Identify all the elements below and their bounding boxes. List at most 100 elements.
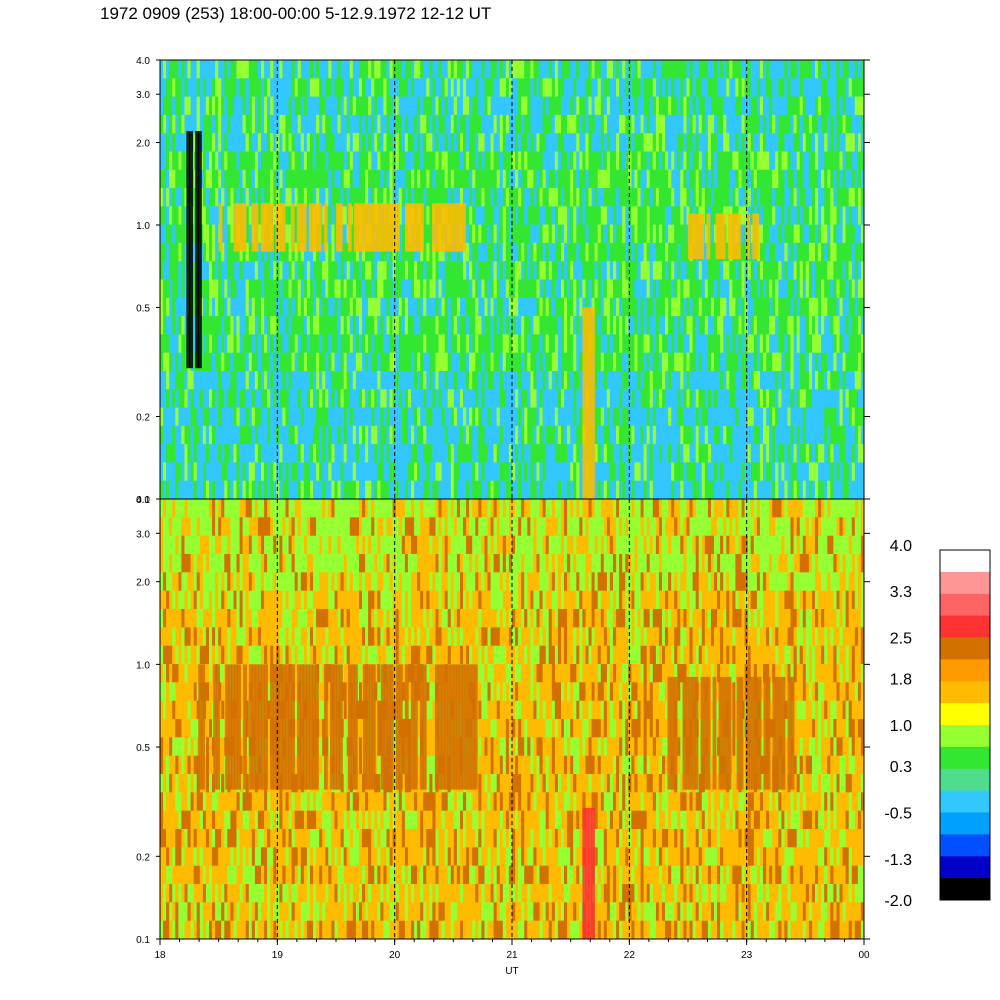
- level-cell: [539, 169, 544, 189]
- level-cell: [411, 316, 415, 335]
- level-cell: [778, 96, 782, 116]
- level-cell: [456, 297, 461, 317]
- level-cell: [674, 425, 678, 445]
- level-cell: [493, 114, 498, 134]
- level-cell: [401, 297, 406, 317]
- level-cell: [674, 169, 678, 189]
- level-cell: [609, 389, 614, 409]
- level-cell: [205, 480, 210, 499]
- level-cell: [386, 169, 391, 189]
- level-cell: [665, 60, 669, 79]
- level-cell: [512, 425, 516, 445]
- level-cell: [539, 407, 544, 427]
- level-cell: [166, 114, 170, 134]
- level-cell: [178, 480, 183, 499]
- level-cell: [490, 425, 495, 445]
- level-cell: [496, 462, 501, 482]
- level-cell: [695, 316, 700, 335]
- level-cell: [414, 316, 418, 335]
- level-cell: [640, 444, 645, 463]
- level-cell: [310, 444, 314, 463]
- level-cell: [414, 279, 418, 299]
- level-cell: [717, 352, 721, 372]
- level-cell: [349, 114, 354, 134]
- level-cell: [352, 279, 357, 299]
- level-cell: [230, 169, 235, 189]
- level-cell: [680, 407, 684, 427]
- level-cell: [193, 480, 198, 499]
- level-cell: [515, 316, 519, 335]
- level-cell: [371, 279, 375, 299]
- level-cell: [374, 96, 378, 116]
- level-cell: [355, 133, 360, 153]
- level-cell: [438, 389, 443, 409]
- level-cell: [276, 114, 280, 134]
- level-cell: [242, 480, 247, 499]
- level-cell: [714, 60, 718, 79]
- level-cell: [689, 169, 694, 189]
- level-cell: [530, 334, 535, 354]
- level-cell: [420, 261, 424, 281]
- level-cell: [325, 188, 329, 207]
- level-cell: [784, 151, 789, 171]
- level-cell: [212, 297, 216, 317]
- level-cell: [325, 371, 329, 390]
- level-cell: [561, 78, 565, 98]
- level-cell: [658, 169, 663, 189]
- level-cell: [401, 389, 406, 409]
- level-cell: [680, 462, 684, 482]
- level-cell: [567, 462, 571, 482]
- level-cell: [686, 133, 691, 153]
- level-cell: [723, 78, 727, 98]
- level-cell: [322, 444, 326, 463]
- level-cell: [420, 352, 424, 372]
- level-cell: [205, 425, 210, 445]
- level-cell: [625, 334, 629, 354]
- level-cell: [254, 96, 259, 116]
- level-cell: [319, 334, 323, 354]
- level-cell: [662, 96, 666, 116]
- level-cell: [652, 352, 657, 372]
- level-cell: [588, 151, 593, 171]
- level-cell: [564, 60, 568, 79]
- level-cell: [686, 462, 691, 482]
- level-cell: [334, 297, 339, 317]
- level-cell: [285, 133, 290, 153]
- level-cell: [652, 78, 657, 98]
- level-cell: [508, 96, 513, 116]
- level-cell: [251, 60, 256, 79]
- level-cell: [545, 334, 550, 354]
- level-cell: [585, 133, 590, 153]
- level-cell: [545, 188, 550, 207]
- level-cell: [181, 334, 186, 354]
- level-cell: [374, 462, 378, 482]
- level-cell: [600, 480, 605, 499]
- level-cell: [662, 114, 666, 134]
- level-cell: [404, 389, 409, 409]
- level-cell: [502, 352, 507, 372]
- level-cell: [634, 389, 639, 409]
- level-cell: [472, 334, 476, 354]
- level-cell: [775, 371, 779, 390]
- level-cell: [576, 334, 580, 354]
- level-cell: [215, 316, 219, 335]
- level-cell: [209, 224, 213, 244]
- level-cell: [184, 224, 189, 244]
- level-cell: [435, 96, 440, 116]
- level-cell: [456, 169, 461, 189]
- level-cell: [576, 444, 580, 463]
- level-cell: [447, 279, 452, 299]
- level-cell: [423, 297, 427, 317]
- level-cell: [239, 480, 244, 499]
- level-cell: [613, 206, 617, 226]
- level-cell: [668, 334, 672, 354]
- level-cell: [631, 261, 636, 281]
- level-cell: [662, 133, 666, 153]
- level-cell: [282, 279, 287, 299]
- level-cell: [181, 224, 186, 244]
- level-cell: [374, 242, 378, 262]
- level-cell: [616, 242, 620, 262]
- level-cell: [527, 352, 531, 372]
- level-cell: [313, 78, 317, 98]
- level-cell: [368, 316, 372, 335]
